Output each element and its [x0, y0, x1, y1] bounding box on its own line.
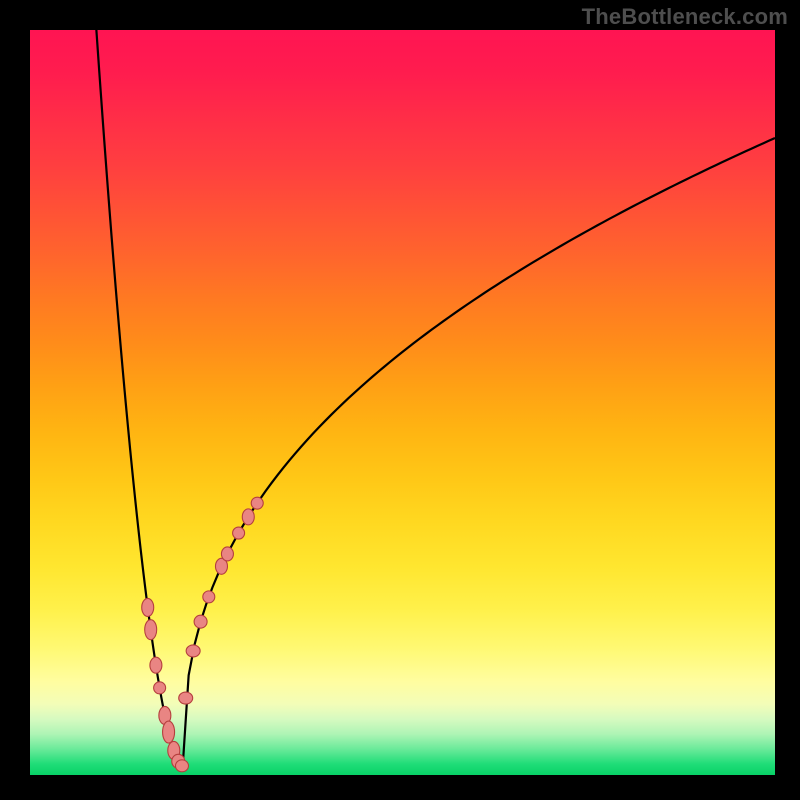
bottleneck-marker: [154, 682, 166, 694]
bottleneck-marker: [179, 692, 193, 704]
bottleneck-marker: [233, 527, 245, 539]
bottleneck-marker: [142, 598, 154, 616]
gradient-background: [30, 30, 775, 775]
bottleneck-marker: [163, 721, 175, 743]
bottleneck-marker: [145, 620, 157, 640]
bottleneck-marker: [194, 615, 207, 628]
watermark-text: TheBottleneck.com: [582, 4, 788, 30]
bottleneck-marker: [242, 509, 254, 525]
bottleneck-marker: [175, 760, 188, 772]
bottleneck-marker: [221, 547, 233, 561]
bottleneck-marker: [251, 497, 263, 509]
bottleneck-curve-chart: [30, 30, 775, 775]
bottleneck-marker: [203, 591, 215, 603]
bottleneck-marker: [150, 657, 162, 673]
chart-plot-area: [30, 30, 775, 775]
bottleneck-marker: [186, 645, 200, 657]
figure-root: TheBottleneck.com: [0, 0, 800, 800]
